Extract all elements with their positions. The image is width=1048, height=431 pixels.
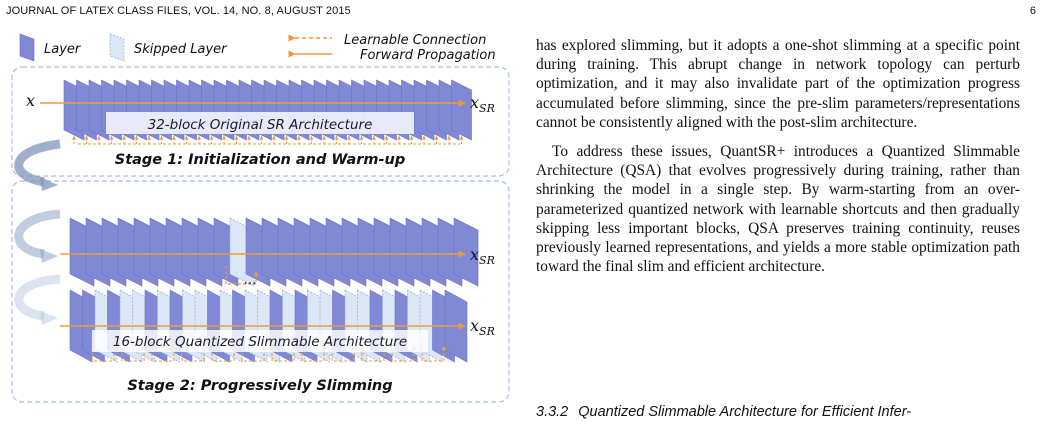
legend-learnable-connection-label: Learnable Connection [344, 33, 486, 48]
subsection-heading: 3.3.2 Quantized Slimmable Architecture fo… [536, 404, 1036, 420]
row1-output-label: xSR [470, 93, 495, 115]
row-intermediate-architecture [60, 217, 479, 287]
page-number: 6 [1029, 5, 1036, 17]
row3-label-bg [92, 330, 428, 352]
legend-forward-propagation-label: Forward Propagation [360, 48, 496, 63]
subsection-title: Quantized Slimmable Architecture for Eff… [578, 404, 912, 420]
body-paragraph-2: To address these issues, QuantSR+ introd… [536, 143, 1020, 276]
layer-block [453, 217, 479, 287]
stage-transition-arrows [14, 139, 61, 325]
row1-arch-label: 32-block Original SR Architecture [148, 117, 373, 133]
legend: Layer Skipped Layer Learnable Connection… [19, 33, 496, 63]
row1-label-bg [106, 112, 414, 134]
ellipsis: ... [243, 272, 256, 288]
legend-layer-swatch [19, 33, 35, 62]
row2-output-label: xSR [470, 245, 495, 267]
row3-arch-label: 16-block Quantized Slimmable Architectur… [113, 334, 407, 350]
row3-output-label: xSR [470, 316, 495, 338]
running-header: JOURNAL OF LATEX CLASS FILES, VOL. 14, N… [6, 5, 351, 17]
body-column: has explored slimming, but it adopts a o… [536, 36, 1020, 276]
row1-input-label: x [26, 91, 35, 110]
learnable-connection [225, 266, 259, 285]
legend-skipped-layer-swatch [109, 33, 125, 62]
legend-layer-label: Layer [44, 42, 82, 57]
legend-skipped-layer-label: Skipped Layer [134, 42, 228, 57]
stage1-title: Stage 1: Initialization and Warm-up [115, 152, 405, 168]
figure-qsa-diagram: Layer Skipped Layer Learnable Connection… [11, 33, 510, 403]
stage2-title: Stage 2: Progressively Slimming [127, 378, 392, 394]
body-paragraph-1: has explored slimming, but it adopts a o… [536, 37, 1020, 131]
subsection-number: 3.3.2 [536, 404, 569, 420]
layer-block [451, 79, 472, 141]
